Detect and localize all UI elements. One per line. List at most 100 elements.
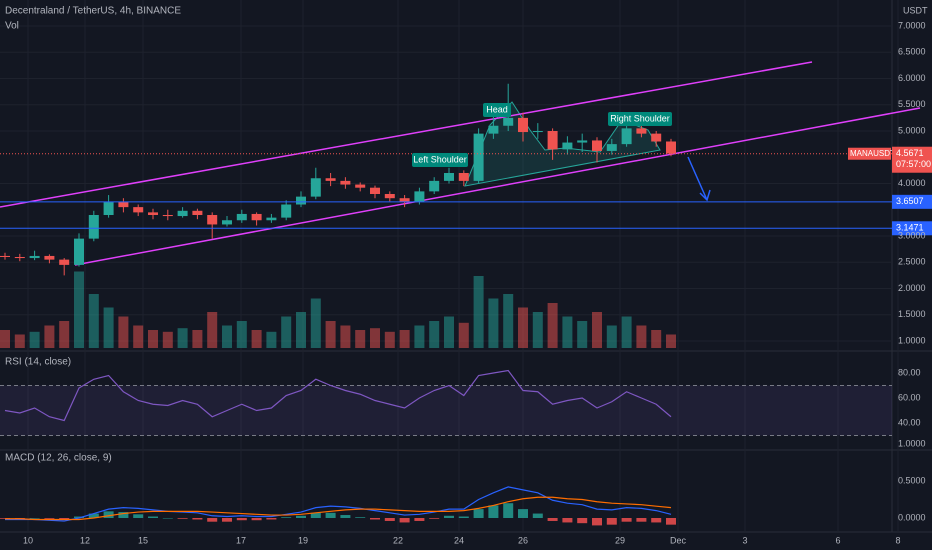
macd-histogram-bar bbox=[251, 518, 262, 521]
volume-bar bbox=[325, 321, 336, 348]
channel-lower bbox=[74, 107, 921, 266]
candle-body bbox=[340, 180, 351, 185]
macd-histogram-bar bbox=[621, 518, 632, 522]
volume-bar bbox=[266, 331, 277, 348]
price-tag bbox=[892, 146, 932, 173]
candle-body bbox=[296, 196, 306, 205]
volume-bar bbox=[636, 325, 647, 348]
volume-bar bbox=[384, 331, 395, 348]
price-tick-label: 2.0000 bbox=[898, 283, 926, 293]
annotation-box bbox=[483, 103, 511, 117]
volume-bar bbox=[29, 331, 40, 348]
volume-bar bbox=[606, 325, 617, 348]
macd-histogram-bar bbox=[370, 518, 380, 520]
macd-histogram-bar bbox=[636, 518, 647, 522]
macd-histogram-bar bbox=[325, 512, 336, 518]
time-tick-label: 8 bbox=[895, 535, 900, 545]
candle-body bbox=[592, 140, 602, 151]
macd-histogram-bar bbox=[503, 503, 514, 518]
macd-histogram-bar bbox=[473, 509, 484, 518]
countdown: 07:57:00 bbox=[896, 159, 931, 169]
volume-bar bbox=[562, 316, 573, 348]
macd-histogram-bar bbox=[577, 518, 588, 524]
annotation: Head bbox=[486, 104, 508, 114]
price-tick-label: 7.0000 bbox=[898, 20, 926, 30]
candle-body bbox=[503, 117, 514, 126]
volume-bar bbox=[14, 334, 25, 348]
macd-histogram-bar bbox=[296, 515, 306, 518]
price-tag-label: 4.5671 bbox=[896, 148, 924, 158]
time-tick-label: 29 bbox=[615, 535, 625, 545]
macd-tick-label: 0.5000 bbox=[898, 475, 926, 485]
macd-histogram-bar bbox=[532, 513, 543, 518]
arrow bbox=[687, 156, 711, 202]
macd-histogram-bar bbox=[148, 516, 158, 518]
macd-histogram-bar bbox=[222, 518, 232, 522]
time-tick-label: 15 bbox=[138, 535, 148, 545]
price-tick-label: 5.0000 bbox=[898, 125, 926, 135]
rsi-band bbox=[0, 385, 892, 436]
macd-histogram-bar bbox=[266, 518, 277, 520]
candle-body bbox=[399, 198, 410, 202]
time-tick-label: 24 bbox=[454, 535, 464, 545]
candle-body bbox=[518, 117, 528, 133]
symbol-tag-label: MANAUSDT bbox=[850, 149, 895, 158]
volume-bar bbox=[236, 321, 247, 348]
volume-bar bbox=[577, 321, 588, 348]
macd-histogram-bar bbox=[59, 518, 70, 520]
macd-histogram-bar bbox=[74, 516, 84, 518]
symbol-tag bbox=[848, 147, 891, 160]
volume-bar bbox=[162, 331, 173, 348]
macd-tick-label: 1.0000 bbox=[898, 438, 926, 448]
price-tick-label: 2.5000 bbox=[898, 257, 926, 267]
candle-body bbox=[74, 238, 84, 265]
volume-label: Vol bbox=[5, 21, 19, 32]
rsi-label: RSI (14, close) bbox=[5, 357, 71, 368]
candle-body bbox=[59, 259, 70, 265]
candle-body bbox=[0, 255, 10, 257]
candle-body bbox=[606, 144, 617, 151]
candle-body bbox=[14, 257, 25, 259]
volume-bar bbox=[592, 312, 602, 348]
macd-histogram-bar bbox=[547, 518, 558, 521]
candle-body bbox=[488, 125, 499, 134]
macd-histogram-bar bbox=[399, 518, 410, 523]
volume-bar bbox=[44, 325, 55, 348]
macd-histogram-bar bbox=[88, 513, 99, 518]
candle-body bbox=[414, 191, 425, 202]
candle-body bbox=[666, 141, 676, 154]
currency: USDT bbox=[903, 5, 928, 15]
rsi-tick-label: 80.00 bbox=[898, 367, 921, 377]
price-tick-label: 3.0000 bbox=[898, 230, 926, 240]
candle-body bbox=[355, 184, 366, 188]
volume-bar bbox=[296, 312, 306, 348]
candle-body bbox=[325, 178, 336, 181]
price-tick-label: 6.5000 bbox=[898, 47, 926, 57]
annotation-box bbox=[608, 112, 672, 126]
volume-bar bbox=[88, 294, 99, 348]
volume-bar bbox=[518, 307, 528, 348]
volume-bar bbox=[0, 330, 10, 348]
price-tick-label: 6.0000 bbox=[898, 73, 926, 83]
annotation-box bbox=[412, 153, 468, 167]
macd-tick-label: 0.0000 bbox=[898, 512, 926, 522]
volume-bar bbox=[177, 328, 188, 348]
price-tick-label: 1.5000 bbox=[898, 309, 926, 319]
macd-histogram-bar bbox=[355, 517, 366, 518]
candle-body bbox=[133, 207, 144, 213]
volume-bar bbox=[651, 330, 662, 348]
grid bbox=[0, 0, 899, 532]
volume-bar bbox=[340, 325, 351, 348]
macd-histogram-bar bbox=[310, 512, 321, 518]
candle-body bbox=[222, 220, 232, 225]
macd-histogram-bar bbox=[414, 518, 425, 521]
volume-bar bbox=[399, 330, 410, 348]
volume-bar bbox=[192, 330, 203, 348]
macd-histogram-bar bbox=[488, 505, 499, 518]
candle-body bbox=[44, 255, 55, 260]
volume-bar bbox=[133, 325, 144, 348]
time-tick-label: 26 bbox=[518, 535, 528, 545]
candle-body bbox=[651, 133, 662, 142]
candle-body bbox=[562, 142, 573, 150]
